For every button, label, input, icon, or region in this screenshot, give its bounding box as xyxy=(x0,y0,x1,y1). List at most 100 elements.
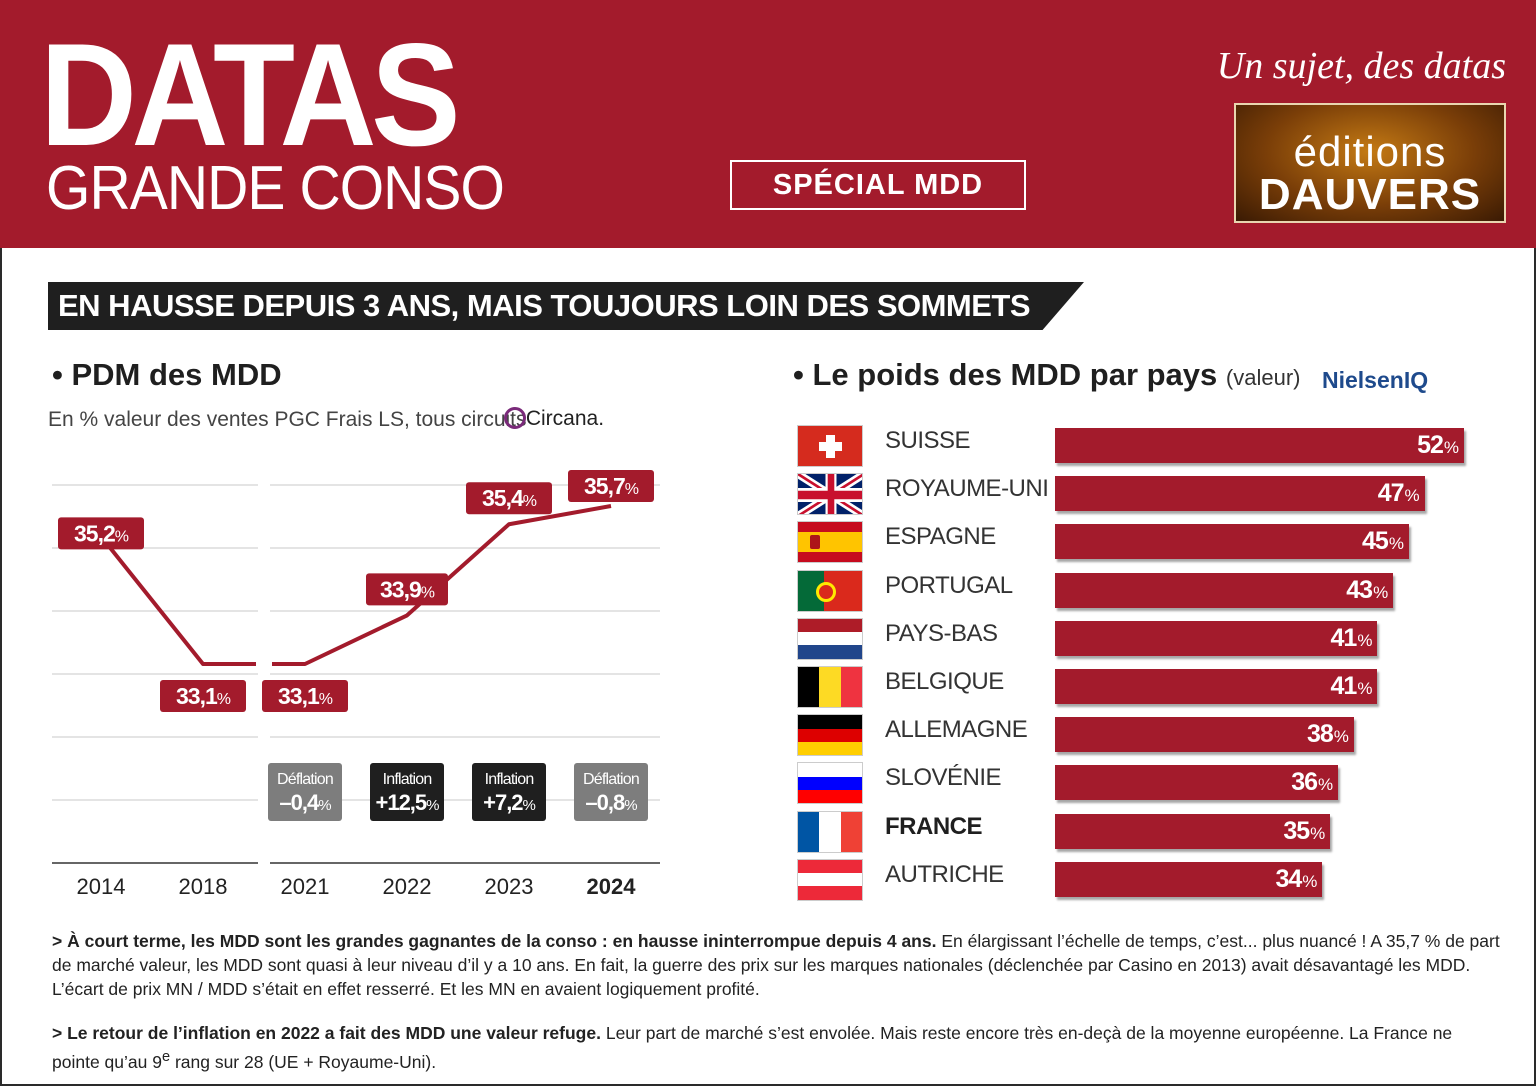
x-tick-label: 2021 xyxy=(281,874,330,899)
bar-value-number: 38 xyxy=(1306,720,1334,749)
bar-value-label: 41% xyxy=(1331,621,1373,658)
point-label-box xyxy=(466,482,552,515)
footer-paragraph-1-bold: > À court terme, les MDD sont les grande… xyxy=(52,931,937,951)
bar-row: SUISSE 52% xyxy=(797,425,1517,467)
bar-country-label: ALLEMAGNE xyxy=(885,716,1028,744)
bar-value-label: 52% xyxy=(1417,428,1459,465)
bar-value-label: 45% xyxy=(1362,524,1404,561)
inflation-annotation-label: Déflation xyxy=(277,771,333,788)
special-mdd-label: SPÉCIAL MDD xyxy=(730,160,1026,210)
bar-value-percent: % xyxy=(1333,727,1349,747)
x-tick-label: 2023 xyxy=(485,874,534,899)
bar: 41% xyxy=(1055,620,1378,658)
bar: 38% xyxy=(1055,717,1354,754)
point-label-box xyxy=(160,680,246,712)
footer-paragraph-1: > À court terme, les MDD sont les grande… xyxy=(52,929,1504,1001)
point-label-box xyxy=(58,517,144,550)
bar-value-percent: % xyxy=(1302,871,1317,891)
bar-row: FRANCE 35% xyxy=(797,810,1517,853)
bar-row: ALLEMAGNE 38% xyxy=(797,714,1517,757)
bar-value-label: 38% xyxy=(1306,717,1349,754)
inflation-annotation-value: +7,2% xyxy=(483,790,535,815)
footer-paragraph-2-sup: e xyxy=(161,1049,171,1065)
bar-country-label: FRANCE xyxy=(885,812,983,840)
bar-value-label: 43% xyxy=(1346,573,1388,610)
bar-country-label: ROYAUME-UNI xyxy=(885,475,1049,503)
bar-row: AUTRICHE 34% xyxy=(797,858,1517,901)
bar-country-label: PORTUGAL xyxy=(885,571,1013,599)
portugal-flag-icon xyxy=(797,569,863,612)
bar-value-percent: % xyxy=(1318,775,1333,795)
slovenia-flag-icon xyxy=(797,762,863,805)
bar-row: ROYAUME-UNI 47% xyxy=(797,473,1517,516)
bar-value-number: 34 xyxy=(1275,864,1302,893)
bar-value-number: 36 xyxy=(1291,768,1318,797)
bar-value-number: 41 xyxy=(1330,672,1358,700)
inflation-annotation-box xyxy=(574,763,648,821)
bar-value-percent: % xyxy=(1357,630,1372,650)
bar: 47% xyxy=(1055,476,1425,513)
bar-value-number: 35 xyxy=(1283,816,1310,845)
publisher-logo[interactable]: éditions DAUVERS xyxy=(1234,103,1506,223)
bar-value-percent: % xyxy=(1388,534,1404,554)
inflation-annotation-box xyxy=(370,763,444,821)
line-series-segment xyxy=(99,535,256,666)
bar-country-label: SUISSE xyxy=(885,427,971,454)
belgium-flag-icon xyxy=(797,666,863,708)
bar: 34% xyxy=(1055,861,1323,899)
footer-paragraph-2-text-a: Leur part de marché s’est envolée. Mais … xyxy=(52,1023,1453,1072)
bar-chart-title: • Le poids des MDD par pays (valeur) xyxy=(793,357,1301,393)
bar-value-percent: % xyxy=(1373,582,1388,602)
x-tick-label: 2018 xyxy=(179,874,228,899)
bar-value-label: 35% xyxy=(1283,814,1325,851)
bar: 52% xyxy=(1055,428,1464,463)
publisher-logo-top: éditions xyxy=(1293,128,1447,175)
headline-text: EN HAUSSE DEPUIS 3 ANS, MAIS TOUJOURS LO… xyxy=(58,288,1031,323)
footer-paragraph-1-text: En élargissant l’échelle de temps, c’est… xyxy=(52,931,1500,999)
circana-logo: Circana. xyxy=(504,407,604,431)
bar-country-label: SLOVÉNIE xyxy=(885,764,1002,792)
bar-country-label: ESPAGNE xyxy=(885,523,996,551)
footer-paragraph-2-bold: > Le retour de l’inflation en 2022 a fai… xyxy=(52,1023,601,1043)
publisher-logo-bottom: DAUVERS xyxy=(1258,170,1482,219)
bar-row: ESPAGNE 45% xyxy=(797,521,1517,564)
bar-chart-title-text: • Le poids des MDD par pays xyxy=(793,357,1218,392)
bar: 45% xyxy=(1055,524,1409,561)
bar: 41% xyxy=(1055,669,1378,704)
bar-value-number: 43 xyxy=(1346,575,1373,604)
uk-flag-icon xyxy=(797,473,863,516)
bar: 36% xyxy=(1055,765,1339,802)
spain-flag-icon xyxy=(797,521,863,564)
bar-value-label: 34% xyxy=(1275,862,1317,899)
line-chart-title: • PDM des MDD xyxy=(52,357,282,392)
headline-banner: EN HAUSSE DEPUIS 3 ANS, MAIS TOUJOURS LO… xyxy=(48,282,1084,330)
bar-row: PAYS-BAS 41% xyxy=(797,617,1517,660)
bar-value-percent: % xyxy=(1310,823,1325,843)
x-tick-label: 2022 xyxy=(383,874,432,899)
bar-row: SLOVÉNIE 36% xyxy=(797,762,1517,805)
tagline: Un sujet, des datas xyxy=(1216,45,1506,87)
line-chart-subtitle: En % valeur des ventes PGC Frais LS, tou… xyxy=(48,408,527,431)
nielseniq-logo: NielsenIQ xyxy=(1322,367,1429,393)
bar: 35% xyxy=(1055,813,1331,851)
inflation-annotation-label: Inflation xyxy=(485,771,534,788)
x-tick-label: 2024 xyxy=(587,874,637,899)
circana-text: Circana. xyxy=(525,407,605,430)
header: DATAS GRANDE CONSO SPÉCIAL MDD Un sujet,… xyxy=(0,0,1536,248)
point-label-box xyxy=(262,680,348,712)
point-label-box xyxy=(366,573,448,606)
germany-flag-icon xyxy=(797,714,863,757)
bar-value-label: 47% xyxy=(1377,476,1420,513)
bar-value-number: 47 xyxy=(1377,479,1405,508)
swiss-flag-icon xyxy=(797,425,863,467)
bar-value-number: 52 xyxy=(1417,431,1444,459)
footer-paragraph-2-text-b: rang sur 28 (UE + Royaume-Uni). xyxy=(170,1051,437,1072)
bar-chart-title-suffix: (valeur) xyxy=(1225,365,1301,390)
line-chart: 35,2%33,1% 33,1%33,9%35,4%35,7%Déflation–… xyxy=(52,470,660,899)
bar-value-percent: % xyxy=(1357,679,1372,698)
logo-grande-conso: GRANDE CONSO xyxy=(46,154,505,223)
bar-country-label: AUTRICHE xyxy=(885,860,1004,888)
logo-datas: DATAS xyxy=(40,13,461,176)
inflation-annotation-label: Déflation xyxy=(583,771,639,788)
bar-value-label: 36% xyxy=(1291,765,1333,802)
